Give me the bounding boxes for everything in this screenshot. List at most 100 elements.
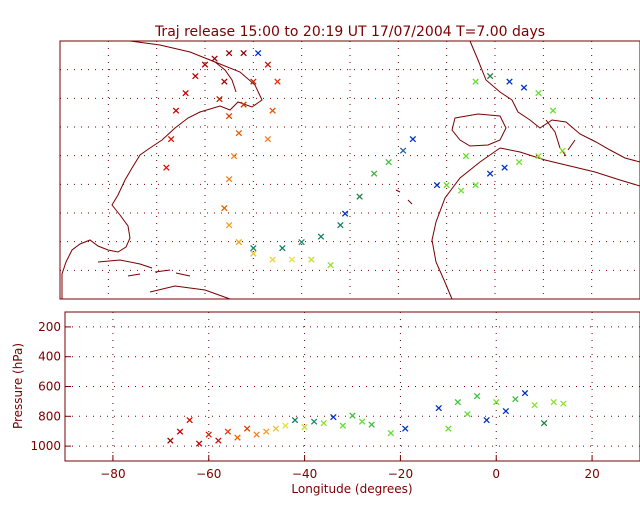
atlantic-islands: [395, 189, 413, 205]
map-trajectory-point: ×: [370, 167, 379, 180]
map-trajectory-point: ×: [384, 155, 393, 168]
map-trajectory-point: ×: [225, 218, 234, 231]
map-trajectory-point: ×: [254, 46, 263, 59]
map-trajectory-point: ×: [171, 104, 180, 117]
map-trajectory-point: ×: [558, 144, 567, 157]
map-trajectory-point: ×: [486, 69, 495, 82]
y-tick-label: 200: [38, 320, 61, 334]
pressure-trajectory-point: ×: [300, 421, 309, 434]
x-tick-label: −40: [292, 467, 317, 481]
map-trajectory-point: ×: [326, 259, 335, 272]
map-trajectory-point: ×: [234, 127, 243, 140]
map-trajectory-marks: ×××××× × × × ××××××××××××××××× × × × ×× × × ×××××××…: [162, 46, 568, 271]
pressure-trajectory-marks: ××××× ×× ×× × × × × ×× × × ××× × ×× ×××××××××× ×××× ×: [166, 386, 568, 450]
x-tick-label: 20: [584, 467, 599, 481]
pressure-trajectory-point: ×: [463, 407, 472, 420]
pressure-trajectory-point: ×: [530, 398, 539, 411]
map-gridlines: [60, 41, 640, 299]
y-tick-label: 600: [38, 380, 61, 394]
map-trajectory-point: ×: [263, 58, 272, 71]
map-trajectory-point: ×: [167, 132, 176, 145]
map-trajectory-point: ×: [461, 150, 470, 163]
pressure-trajectory-point: ×: [204, 428, 213, 441]
north-america-coast: [61, 40, 263, 299]
italy-coast: [545, 119, 576, 157]
pressure-trajectory-point: ×: [233, 431, 242, 444]
map-trajectory-point: ×: [534, 87, 543, 100]
pressure-trajectory-point: ×: [281, 419, 290, 432]
map-trajectory-point: ×: [249, 247, 258, 260]
x-tick-label: −80: [100, 467, 125, 481]
map-trajectory-point: ×: [249, 241, 258, 254]
pressure-tick-labels: −80 −60 −40 −20 0 20 200 400 600 800 1000: [30, 320, 599, 481]
map-trajectory-point: ×: [225, 173, 234, 186]
map-trajectory-point: ×: [355, 190, 364, 203]
x-axis-label: Longitude (degrees): [291, 482, 412, 496]
pressure-trajectory-point: ×: [549, 395, 558, 408]
map-trajectory-point: ×: [234, 236, 243, 249]
map-trajectory-point: ×: [220, 75, 229, 88]
labrador-coast: [214, 61, 237, 93]
map-trajectory-point: ×: [229, 150, 238, 163]
pressure-trajectory-point: ×: [482, 413, 491, 426]
pressure-trajectory-point: ×: [185, 413, 194, 426]
pressure-trajectory-point: ×: [367, 418, 376, 431]
map-trajectory-point: ×: [307, 253, 316, 266]
chart-title: Traj release 15:00 to 20:19 UT 17/07/200…: [154, 24, 545, 40]
map-trajectory-point: ×: [432, 178, 441, 191]
pressure-trajectory-point: ×: [214, 434, 223, 447]
map-trajectory-point: ×: [519, 81, 528, 94]
africa-coast: [431, 147, 640, 300]
map-trajectory-point: ×: [225, 110, 234, 123]
map-trajectory-point: ×: [442, 178, 451, 191]
x-tick-label: −60: [196, 467, 221, 481]
map-trajectory-point: ×: [548, 104, 557, 117]
map-trajectory-point: ×: [534, 150, 543, 163]
map-trajectory-point: ×: [515, 155, 524, 168]
pressure-trajectory-point: ×: [195, 437, 204, 450]
pressure-trajectory-point: ×: [329, 410, 338, 423]
map-trajectory-point: ×: [287, 253, 296, 266]
pressure-trajectory-point: ×: [166, 434, 175, 447]
pressure-trajectory-point: ×: [223, 425, 232, 438]
pressure-trajectory-point: ×: [434, 401, 443, 414]
pressure-trajectory-point: ×: [290, 413, 299, 426]
pressure-trajectory-point: ×: [559, 397, 568, 410]
map-panel: ×××××× × × × ××××××××××××××××× × × × ×× × × ×××××××…: [59, 40, 640, 300]
pressure-trajectory-point: ×: [386, 427, 395, 440]
map-trajectory-point: ×: [239, 98, 248, 111]
map-trajectory-point: ×: [273, 75, 282, 88]
pressure-trajectory-point: ×: [453, 395, 462, 408]
map-trajectory-point: ×: [268, 104, 277, 117]
map-trajectory-point: ×: [220, 201, 229, 214]
coastlines: [61, 40, 640, 300]
pressure-trajectory-point: ×: [319, 416, 328, 429]
map-trajectory-point: ×: [297, 236, 306, 249]
y-axis-label: Pressure (hPa): [11, 343, 25, 429]
map-trajectory-point: ×: [505, 75, 514, 88]
pressure-trajectory-point: ×: [501, 404, 510, 417]
pressure-trajectory-point: ×: [348, 409, 357, 422]
pressure-gridlines: [65, 312, 640, 461]
map-trajectory-point: ×: [268, 253, 277, 266]
map-trajectory-point: ×: [200, 58, 209, 71]
map-trajectory-point: ×: [500, 161, 509, 174]
pressure-trajectory-point: ×: [511, 392, 520, 405]
pressure-trajectory-point: ×: [262, 425, 271, 438]
map-trajectory-point: ×: [263, 132, 272, 145]
map-trajectory-point: ×: [249, 75, 258, 88]
map-trajectory-point: ×: [486, 167, 495, 180]
pressure-trajectory-point: ×: [252, 428, 261, 441]
map-trajectory-point: ×: [471, 178, 480, 191]
pressure-trajectory-point: ×: [520, 386, 529, 399]
pressure-trajectory-point: ×: [492, 395, 501, 408]
map-trajectory-point: ×: [215, 92, 224, 105]
map-trajectory-point: ×: [191, 69, 200, 82]
map-trajectory-point: ×: [336, 218, 345, 231]
map-frame: [59, 40, 640, 300]
y-tick-label: 1000: [30, 439, 61, 453]
pressure-trajectory-point: ×: [310, 415, 319, 428]
map-trajectory-point: ×: [239, 46, 248, 59]
